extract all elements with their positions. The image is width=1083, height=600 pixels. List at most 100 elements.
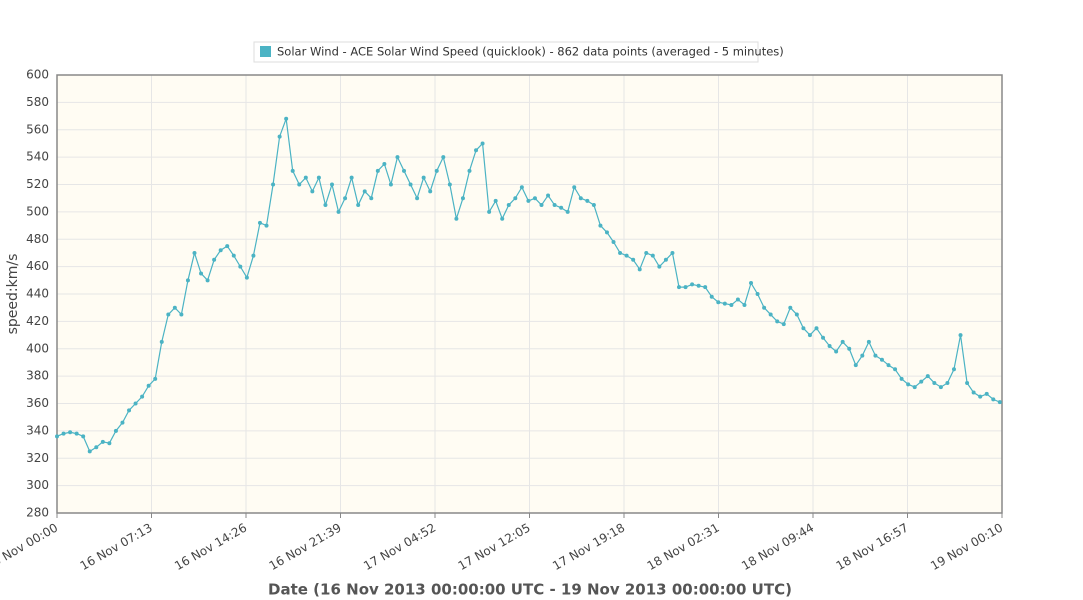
data-point — [474, 148, 479, 153]
data-point — [493, 198, 498, 203]
data-point — [271, 182, 276, 187]
data-point — [840, 339, 845, 344]
y-tick-label: 380 — [26, 369, 49, 383]
y-tick-label: 540 — [26, 150, 49, 164]
y-tick-label: 500 — [26, 204, 49, 218]
data-point — [81, 434, 86, 439]
data-point — [146, 383, 151, 388]
data-point — [827, 344, 832, 349]
data-point — [768, 312, 773, 317]
data-point — [434, 168, 439, 173]
x-tick-label: 16 Nov 00:00 — [0, 521, 60, 574]
y-tick-label: 300 — [26, 478, 49, 492]
y-tick-label: 440 — [26, 287, 49, 301]
data-point — [323, 203, 328, 208]
data-point — [159, 339, 164, 344]
data-point — [343, 196, 348, 201]
data-point — [585, 198, 590, 203]
data-point — [618, 250, 623, 255]
data-point — [500, 216, 505, 221]
data-point — [663, 257, 668, 262]
data-point — [801, 326, 806, 331]
data-point — [94, 445, 99, 450]
data-point — [519, 185, 524, 190]
data-point — [546, 193, 551, 198]
data-point — [552, 203, 557, 208]
data-point — [807, 333, 812, 338]
data-point — [218, 248, 223, 253]
x-tick-label: 16 Nov 07:13 — [78, 521, 155, 574]
data-point — [559, 205, 564, 210]
data-point — [690, 282, 695, 287]
data-point — [264, 223, 269, 228]
data-point — [199, 271, 204, 276]
data-point — [244, 275, 249, 280]
data-point — [735, 297, 740, 302]
data-point — [100, 439, 105, 444]
data-point — [932, 380, 937, 385]
x-tick-label: 16 Nov 21:39 — [267, 521, 344, 574]
data-point — [997, 400, 1002, 405]
data-point — [212, 257, 217, 262]
data-point — [951, 367, 956, 372]
data-point — [611, 239, 616, 244]
x-tick-label: 16 Nov 14:26 — [172, 521, 249, 574]
legend-label: Solar Wind - ACE Solar Wind Speed (quick… — [277, 45, 784, 59]
data-point — [460, 196, 465, 201]
x-tick-label: 18 Nov 16:57 — [834, 521, 911, 574]
data-point — [55, 434, 59, 439]
data-point — [572, 185, 577, 190]
y-tick-label: 480 — [26, 232, 49, 246]
data-point — [74, 431, 79, 436]
data-point — [388, 182, 393, 187]
data-point — [107, 441, 112, 446]
data-point — [480, 141, 485, 146]
data-point — [860, 353, 865, 358]
data-point — [650, 253, 655, 258]
data-point — [192, 250, 197, 255]
data-point — [762, 305, 767, 310]
x-tick-label: 17 Nov 04:52 — [361, 521, 438, 574]
data-point — [316, 175, 321, 180]
data-point — [349, 175, 354, 180]
data-point — [310, 189, 315, 194]
data-point — [257, 220, 262, 225]
data-point — [657, 264, 662, 269]
data-point — [185, 278, 190, 283]
y-tick-label: 280 — [26, 506, 49, 520]
data-point — [421, 175, 426, 180]
y-tick-label: 600 — [26, 68, 49, 82]
data-point — [899, 376, 904, 381]
y-tick-label: 340 — [26, 423, 49, 437]
plot-border — [56, 74, 1003, 514]
data-point — [454, 216, 459, 221]
y-axis-label: speed:km/s — [5, 254, 21, 335]
data-point — [329, 182, 334, 187]
data-point — [127, 408, 132, 413]
data-point — [716, 300, 721, 305]
y-tick-label: 520 — [26, 177, 49, 191]
data-point — [958, 333, 963, 338]
data-point — [113, 428, 118, 433]
data-point — [925, 374, 930, 379]
y-tick-label: 360 — [26, 396, 49, 410]
legend — [253, 41, 759, 63]
data-point — [749, 281, 754, 286]
data-point — [120, 420, 125, 425]
data-point — [978, 394, 983, 399]
data-point — [402, 168, 407, 173]
data-point — [526, 198, 531, 203]
y-tick-label: 580 — [26, 95, 49, 109]
data-point — [336, 209, 341, 214]
data-point — [873, 353, 878, 358]
y-tick-label: 400 — [26, 341, 49, 355]
data-point — [912, 385, 917, 390]
data-point — [382, 161, 387, 166]
data-point — [395, 155, 400, 160]
data-point — [886, 363, 891, 368]
data-point — [506, 203, 511, 208]
data-point — [467, 168, 472, 173]
x-tick-label: 17 Nov 12:05 — [456, 521, 533, 574]
data-point — [866, 339, 871, 344]
